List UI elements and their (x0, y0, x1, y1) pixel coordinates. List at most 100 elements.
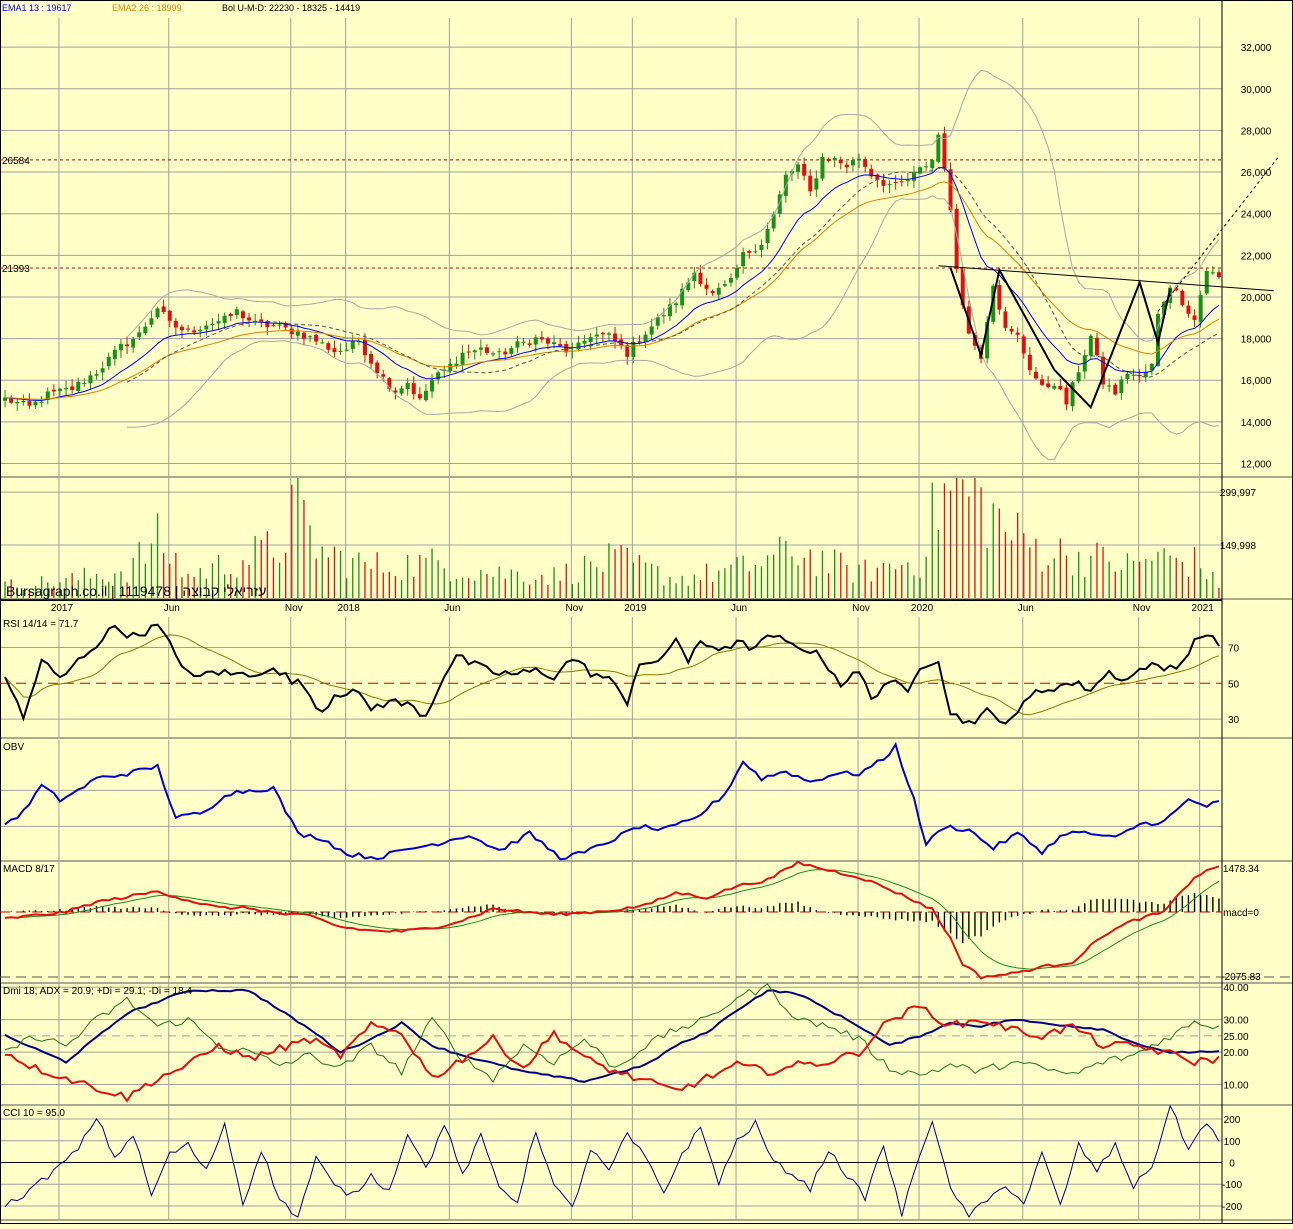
candle-body (911, 172, 916, 181)
rsi-y-tick: 30 (1228, 715, 1240, 726)
candle-body (765, 229, 770, 243)
neckline (938, 265, 1274, 292)
candle-body (942, 133, 947, 169)
x-tick-label: 2018 (338, 603, 361, 614)
candle-body (1040, 379, 1045, 385)
resistance-label: 26584 (2, 156, 30, 167)
dmi-y-tick: 40.00 (1223, 983, 1248, 994)
dmi-y-tick: 25.00 (1223, 1032, 1248, 1043)
candle-body (484, 347, 489, 353)
candle-body (954, 208, 959, 270)
candle-body (143, 326, 148, 334)
volume-y-tick: 299,997 (1220, 488, 1257, 499)
ema1-line (4, 167, 1220, 402)
price-y-tick: 12,000 (1241, 460, 1272, 471)
candle-body (277, 324, 282, 326)
candle-body (82, 382, 87, 384)
rsi-signal-line (4, 634, 1220, 716)
candle-body (796, 164, 801, 172)
candle-body (753, 251, 758, 253)
candle-body (33, 401, 38, 406)
candle-body (466, 351, 471, 353)
x-tick-label: Nov (285, 603, 303, 614)
candle-body (308, 336, 313, 338)
candle-body (1027, 354, 1032, 371)
candle-body (991, 285, 996, 322)
candle-body (112, 349, 117, 359)
candle-body (918, 167, 923, 174)
candle-body (716, 287, 721, 295)
candle-body (76, 381, 81, 391)
volume-bars-group (4, 478, 1220, 598)
candle-body (149, 318, 154, 325)
candle-body (1070, 382, 1075, 407)
x-tick-label: 2019 (624, 603, 647, 614)
candle-body (1180, 290, 1185, 306)
candle-body (582, 340, 587, 344)
candle-body (198, 329, 203, 332)
candle-body (887, 184, 892, 186)
candle-body (161, 306, 166, 313)
candle-body (344, 349, 349, 351)
rsi-line (4, 623, 1220, 725)
candle-body (1094, 337, 1099, 356)
candle-body (527, 343, 532, 345)
bollinger-lower (126, 195, 1220, 461)
candle-body (564, 343, 569, 353)
x-tick-label: 2020 (911, 603, 934, 614)
candle-body (125, 344, 130, 347)
candle-body (64, 388, 69, 390)
candle-body (1186, 305, 1191, 314)
candle-body (619, 339, 624, 346)
ema2-line (4, 181, 1220, 400)
candle-body (832, 158, 837, 161)
candle-body (936, 134, 941, 162)
x-tick-label: Jun (731, 603, 747, 614)
candle-body (844, 164, 849, 168)
rsi-y-tick: 50 (1228, 679, 1240, 690)
dmi-y-tick: 10.00 (1223, 1081, 1248, 1092)
candle-body (905, 180, 910, 182)
candle-body (423, 390, 428, 401)
macd-y-tick: -2075.83 (1221, 972, 1261, 983)
candle-body (411, 383, 416, 395)
data-layer (0, 69, 1293, 1218)
candle-body (594, 334, 599, 337)
candle-body (838, 159, 843, 164)
candle-body (826, 158, 831, 162)
candle-body (1162, 302, 1167, 316)
obv-title: OBV (3, 742, 24, 753)
candle-body (247, 317, 252, 321)
candle-body (381, 374, 386, 377)
price-y-tick: 24,000 (1241, 210, 1272, 221)
candle-body (1149, 363, 1154, 371)
price-y-tick: 16,000 (1241, 376, 1272, 387)
candle-body (295, 331, 300, 336)
candle-body (362, 339, 367, 356)
candle-body (70, 386, 75, 390)
candle-body (27, 401, 32, 406)
candle-body (100, 368, 105, 373)
cci-y-tick: 200 (1224, 1115, 1241, 1126)
candle-body (625, 345, 630, 357)
candle-body (338, 350, 343, 352)
candle-body (436, 372, 441, 380)
candle-body (674, 303, 679, 306)
pattern-zigzag (949, 267, 1172, 410)
x-tick-label: Nov (565, 603, 583, 614)
obv-line (4, 741, 1220, 861)
candle-body (491, 353, 496, 355)
candle-body (509, 348, 514, 354)
resistance-label: 21393 (2, 264, 30, 275)
candle-body (192, 330, 197, 333)
candle-body (448, 363, 453, 371)
candle-body (21, 400, 26, 403)
price-y-tick: 26,000 (1241, 168, 1272, 179)
candle-body (924, 166, 929, 168)
cci-title: CCI 10 = 95.0 (3, 1108, 65, 1119)
candle-body (1046, 383, 1051, 388)
candle-body (234, 309, 239, 315)
